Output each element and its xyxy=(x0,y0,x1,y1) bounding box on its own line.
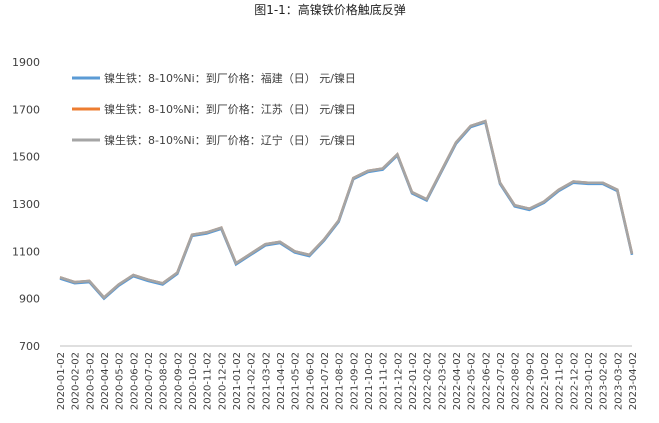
x-tick-label: 2021-03-02 xyxy=(261,352,272,410)
x-tick-label: 2021-02-02 xyxy=(247,352,258,410)
x-tick-label: 2021-12-02 xyxy=(393,352,404,410)
x-tick-label: 2020-11-02 xyxy=(203,352,214,410)
series-line xyxy=(59,119,634,300)
x-tick-label: 2021-01-02 xyxy=(232,352,243,410)
y-tick-label: 700 xyxy=(19,340,40,353)
y-tick-label: 1100 xyxy=(12,245,40,258)
x-tick-label: 2020-12-02 xyxy=(217,352,228,410)
legend-label: 镍生铁：8-10%Ni：到厂价格：福建（日） 元/镍日 xyxy=(104,71,356,85)
x-tick-label: 2020-05-02 xyxy=(115,352,126,410)
y-tick-label: 900 xyxy=(19,293,40,306)
x-tick-label: 2021-10-02 xyxy=(364,352,375,410)
x-tick-label: 2020-08-02 xyxy=(159,352,170,410)
x-tick-label: 2022-04-02 xyxy=(452,352,463,410)
x-tick-label: 2023-04-02 xyxy=(628,352,639,410)
y-tick-label: 1900 xyxy=(12,56,40,69)
x-tick-label: 2021-09-02 xyxy=(349,352,360,410)
y-tick-label: 1300 xyxy=(12,198,40,211)
x-tick-label: 2020-02-02 xyxy=(71,352,82,410)
x-tick-label: 2023-01-02 xyxy=(584,352,595,410)
x-tick-label: 2022-11-02 xyxy=(555,352,566,410)
x-tick-label: 2020-06-02 xyxy=(129,352,140,410)
x-tick-label: 2020-03-02 xyxy=(85,352,96,410)
x-tick-label: 2020-10-02 xyxy=(188,352,199,410)
series-line xyxy=(59,120,634,301)
x-tick-label: 2022-02-02 xyxy=(423,352,434,410)
x-tick-label: 2022-01-02 xyxy=(408,352,419,410)
x-tick-label: 2021-06-02 xyxy=(305,352,316,410)
x-tick-label: 2021-07-02 xyxy=(320,352,331,410)
x-tick-label: 2021-04-02 xyxy=(276,352,287,410)
legend-label: 镍生铁：8-10%Ni：到厂价格：江苏（日） 元/镍日 xyxy=(104,102,356,116)
x-tick-label: 2020-04-02 xyxy=(100,352,111,410)
legend-label: 镍生铁：8-10%Ni：到厂价格：辽宁（日） 元/镍日 xyxy=(104,133,356,147)
x-tick-label: 2021-05-02 xyxy=(291,352,302,410)
y-tick-label: 1700 xyxy=(12,103,40,116)
x-tick-label: 2022-12-02 xyxy=(569,352,580,410)
x-tick-label: 2022-09-02 xyxy=(525,352,536,410)
x-tick-label: 2022-08-02 xyxy=(511,352,522,410)
x-tick-label: 2023-02-02 xyxy=(599,352,610,410)
x-tick-label: 2020-07-02 xyxy=(144,352,155,410)
x-tick-label: 2022-07-02 xyxy=(496,352,507,410)
x-tick-label: 2022-05-02 xyxy=(467,352,478,410)
x-tick-label: 2022-03-02 xyxy=(437,352,448,410)
x-tick-label: 2021-11-02 xyxy=(379,352,390,410)
chart-title: 图1-1：高镍铁价格触底反弹 xyxy=(254,2,406,17)
x-tick-label: 2023-03-02 xyxy=(613,352,624,410)
series-line xyxy=(59,119,634,300)
x-tick-label: 2022-06-02 xyxy=(481,352,492,410)
x-tick-label: 2020-01-02 xyxy=(56,352,67,410)
x-tick-label: 2021-08-02 xyxy=(335,352,346,410)
x-tick-label: 2022-10-02 xyxy=(540,352,551,410)
y-tick-label: 1500 xyxy=(12,151,40,164)
x-tick-label: 2020-09-02 xyxy=(173,352,184,410)
